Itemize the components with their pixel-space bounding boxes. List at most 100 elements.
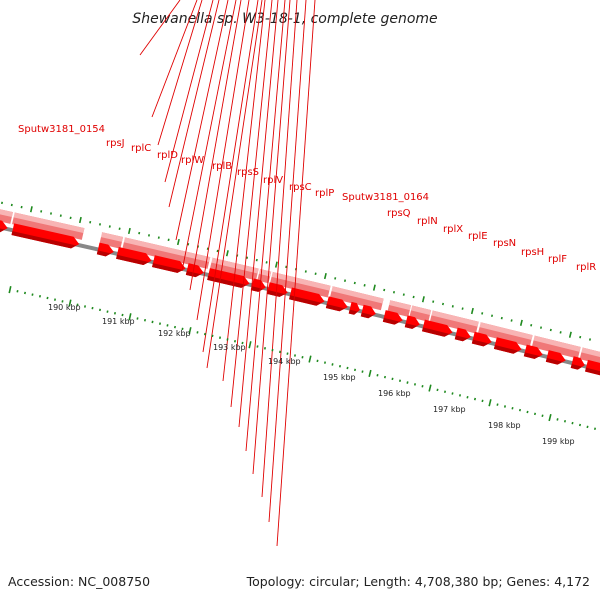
scale-tick <box>526 410 529 414</box>
scale-tick <box>136 317 139 320</box>
scale-tick <box>293 354 297 357</box>
scale-tick <box>308 355 312 363</box>
tick-mark <box>323 272 327 280</box>
cds-arrow <box>471 331 492 347</box>
scale-tick <box>473 397 477 401</box>
cds-arrow <box>289 287 325 306</box>
gene-callout: rplC <box>131 0 203 154</box>
tick-mark <box>20 205 23 209</box>
tick-mark <box>127 227 131 235</box>
gene-callout: rplF <box>268 0 567 523</box>
tick-mark <box>372 284 376 291</box>
gene-callout: Sputw3181_0164 <box>206 0 429 369</box>
scale-tick <box>398 379 402 382</box>
tick-mark <box>383 288 386 292</box>
scale-tick <box>323 361 327 364</box>
scale-label: 197 kbp <box>433 405 466 414</box>
tick-mark <box>334 277 337 280</box>
tick-mark <box>49 212 53 215</box>
tick-mark <box>490 314 494 317</box>
scale-tick <box>248 341 252 349</box>
tick-mark <box>98 223 102 226</box>
scale-tick <box>218 336 222 339</box>
gene-callout: rpsS <box>181 0 259 272</box>
scale-tick <box>121 313 124 317</box>
scale-tick <box>46 296 49 300</box>
scale-tick <box>286 352 289 355</box>
cds-arrow <box>360 304 376 319</box>
gene-label: rplV <box>263 175 283 186</box>
scale-tick <box>98 308 102 312</box>
gene-callout: rplD <box>157 0 214 183</box>
tick-mark <box>470 307 474 315</box>
tick-mark <box>59 214 62 217</box>
cds-arrow <box>11 223 80 249</box>
scale-tick <box>451 392 454 395</box>
tick-mark <box>549 328 552 332</box>
tick-mark <box>579 335 582 339</box>
gene-label: rpsQ <box>387 208 411 219</box>
scale-tick <box>106 310 109 313</box>
tick-mark <box>118 227 121 231</box>
gene-label: rplF <box>548 254 567 265</box>
scale-label: 195 kbp <box>323 373 356 382</box>
gene-label: rplW <box>181 155 204 166</box>
gene-callout: rpsC <box>196 0 312 321</box>
scale-tick <box>548 413 552 422</box>
scale-tick <box>8 286 12 294</box>
tick-mark <box>304 270 307 273</box>
tick-mark <box>274 261 278 268</box>
tick-mark <box>78 216 82 224</box>
gene-label: rpsN <box>493 238 516 249</box>
scale-label: 199 kbp <box>542 437 575 446</box>
scale-tick <box>503 405 507 408</box>
tick-mark <box>421 296 425 303</box>
tick-mark <box>412 295 415 299</box>
scale-tick <box>406 381 409 384</box>
scale-tick <box>83 305 87 308</box>
scale-tick <box>346 366 349 370</box>
scale-tick <box>563 420 567 423</box>
gene-label: rplD <box>157 150 178 161</box>
cds-arrow <box>523 344 543 359</box>
tick-mark <box>265 261 268 264</box>
tick-mark <box>29 206 33 213</box>
scale-tick <box>443 390 447 393</box>
tick-mark <box>0 201 4 205</box>
scale-tick <box>23 291 27 295</box>
gene-label: rpsC <box>289 182 312 193</box>
scale-label: 191 kbp <box>102 317 135 326</box>
scale-label: 192 kbp <box>158 329 191 338</box>
scale-tick <box>458 394 462 397</box>
scale-tick <box>278 350 282 354</box>
tick-mark <box>392 291 396 294</box>
tick-mark <box>530 323 533 327</box>
gene-label: rpsH <box>521 247 544 258</box>
tick-mark <box>167 238 170 242</box>
tick-mark <box>255 258 258 262</box>
gene-callout: rplR <box>276 0 596 547</box>
scale-tick <box>586 425 589 429</box>
gene-callout: rplX <box>238 0 463 428</box>
gene-callout: rplP <box>202 0 334 353</box>
gene-callout: rpsQ <box>222 0 411 382</box>
cds-arrow <box>454 327 471 342</box>
gene-callout: rplW <box>168 0 220 208</box>
cds-arrow <box>207 268 250 288</box>
scale-tick <box>113 312 117 315</box>
tick-mark <box>69 216 72 220</box>
scale-tick <box>181 327 184 331</box>
gene-feature <box>268 271 331 298</box>
tick-mark <box>500 316 503 320</box>
gene-callout: rplE <box>245 0 488 452</box>
scale-tick <box>593 427 597 431</box>
tick-mark <box>568 331 572 338</box>
tick-mark <box>138 231 141 235</box>
gene-label: rplR <box>576 262 596 273</box>
gene-callout: rpsN <box>252 0 516 475</box>
accession-text: Accession: NC_008750 <box>8 574 150 589</box>
tick-mark <box>539 326 543 329</box>
cds-arrow <box>382 310 403 325</box>
